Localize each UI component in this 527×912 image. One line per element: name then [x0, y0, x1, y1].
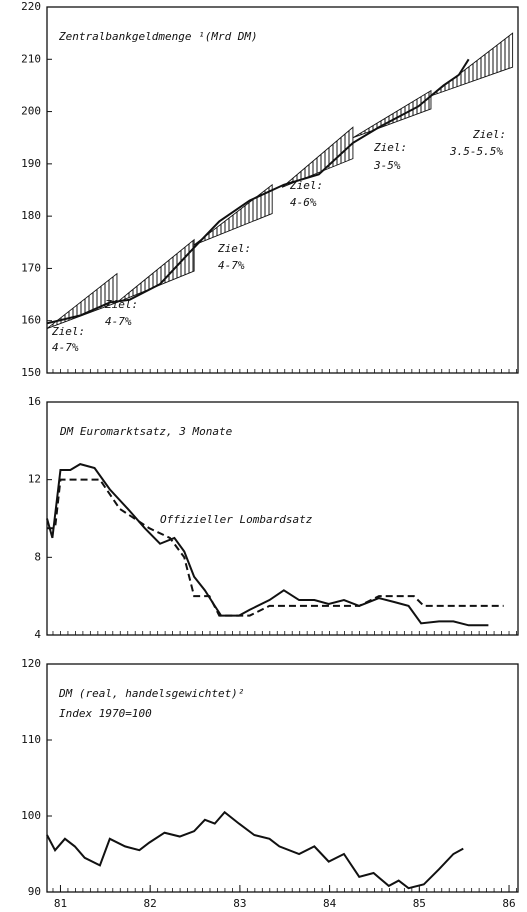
y-tick-label: 220	[21, 0, 41, 13]
annotation: Ziel:	[472, 128, 506, 141]
annotation: 4-6%	[290, 196, 317, 209]
y-tick-label: 190	[21, 157, 41, 170]
target-corridor	[116, 238, 195, 303]
series-line	[46, 810, 464, 890]
y-tick-label: 100	[21, 809, 41, 822]
y-tick-label: 170	[21, 261, 41, 274]
x-tick-label: 81	[54, 897, 67, 910]
y-tick-label: 120	[21, 657, 41, 670]
y-tick-label: 110	[21, 733, 41, 746]
plot-frame	[46, 663, 519, 893]
y-tick-label: 200	[21, 105, 41, 118]
y-tick-label: 150	[21, 366, 41, 379]
annotation: 4-7%	[52, 341, 79, 354]
annotation: 3.5-5.5%	[449, 145, 503, 158]
x-tick-label: 85	[413, 897, 426, 910]
annotation: 4-7%	[218, 259, 245, 272]
x-tick-label: 84	[323, 897, 337, 910]
target-corridor	[193, 183, 273, 246]
annotation: Ziel:	[104, 298, 138, 311]
annotation: 4-7%	[105, 315, 132, 328]
y-tick-label: 16	[28, 395, 41, 408]
y-tick-label: 210	[21, 52, 41, 65]
annotation: Ziel:	[289, 179, 323, 192]
series-line	[47, 478, 504, 617]
chart-title: DM (real, handelsgewichtet)²	[58, 687, 244, 700]
plot-frame	[46, 6, 519, 374]
y-tick-label: 4	[34, 628, 41, 641]
series-label: Offizieller Lombardsatz	[160, 513, 313, 526]
series-label: DM Euromarktsatz, 3 Monate	[59, 425, 233, 438]
series-line	[46, 463, 489, 627]
y-tick-label: 8	[34, 550, 41, 563]
chart-subtitle: Index 1970=100	[59, 707, 152, 720]
annotation: 3-5%	[373, 159, 401, 172]
target-corridor	[352, 89, 432, 139]
x-tick-label: 83	[233, 897, 246, 910]
x-tick-label: 82	[144, 897, 157, 910]
annotation: Ziel:	[373, 141, 407, 154]
x-tick-label: 86	[502, 897, 515, 910]
y-tick-label: 160	[21, 314, 41, 327]
y-tick-label: 180	[21, 209, 41, 222]
annotation: Ziel:	[217, 242, 251, 255]
y-tick-label: 12	[28, 473, 41, 486]
chart-title: Zentralbankgeldmenge ¹(Mrd DM)	[58, 30, 258, 43]
annotation: Ziel:	[51, 325, 85, 338]
series-line	[46, 58, 470, 325]
y-tick-label: 90	[28, 885, 41, 898]
